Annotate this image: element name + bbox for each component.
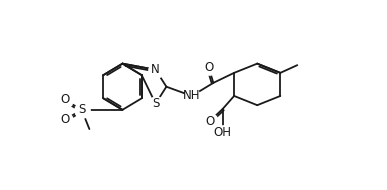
Text: S: S [78,103,86,116]
Text: N: N [151,63,160,76]
Text: OH: OH [214,126,231,139]
Text: NH: NH [183,89,200,102]
Text: S: S [152,97,159,110]
Text: O: O [205,115,214,128]
Text: O: O [60,113,69,126]
Text: O: O [60,93,69,106]
Text: O: O [204,61,213,74]
